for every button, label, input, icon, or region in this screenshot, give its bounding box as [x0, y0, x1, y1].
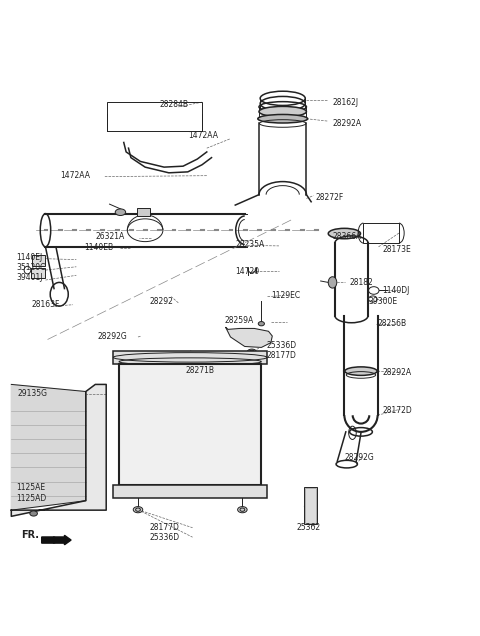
Text: 39300E: 39300E	[368, 297, 397, 306]
Text: 28173E: 28173E	[383, 245, 411, 254]
Text: 28292G: 28292G	[344, 453, 374, 462]
Ellipse shape	[238, 507, 247, 513]
Ellipse shape	[30, 511, 37, 516]
Text: 28259A: 28259A	[225, 316, 254, 325]
Text: 1472AA: 1472AA	[60, 171, 90, 180]
Text: 28366A: 28366A	[333, 232, 362, 241]
Text: 28177D: 28177D	[150, 523, 180, 532]
Polygon shape	[12, 384, 86, 510]
Bar	[113, 485, 267, 498]
Text: 28292A: 28292A	[333, 119, 361, 128]
Text: 28271B: 28271B	[185, 366, 215, 375]
Text: 14720: 14720	[235, 267, 259, 276]
Text: 29135G: 29135G	[17, 389, 47, 398]
Bar	[32, 256, 46, 266]
Bar	[304, 487, 317, 525]
Bar	[137, 209, 150, 216]
Text: 28235A: 28235A	[235, 240, 264, 249]
Bar	[305, 488, 316, 523]
Text: 28272F: 28272F	[316, 193, 344, 202]
Text: 28162J: 28162J	[333, 98, 359, 107]
Text: 28172D: 28172D	[383, 406, 412, 415]
Text: 25336D: 25336D	[266, 341, 296, 350]
Ellipse shape	[345, 367, 377, 375]
Text: 1140EJ: 1140EJ	[16, 252, 42, 262]
Text: 28292G: 28292G	[97, 331, 127, 340]
Text: 35120C: 35120C	[16, 263, 46, 272]
Ellipse shape	[247, 349, 257, 356]
Polygon shape	[12, 384, 106, 516]
Text: 1472AA: 1472AA	[188, 131, 218, 140]
Text: 25362: 25362	[297, 523, 321, 532]
Text: 28163F: 28163F	[31, 300, 60, 309]
Ellipse shape	[328, 228, 360, 238]
Text: 28182: 28182	[349, 278, 373, 287]
Ellipse shape	[328, 277, 337, 288]
Ellipse shape	[115, 209, 126, 216]
Bar	[119, 364, 261, 485]
Text: 1140DJ: 1140DJ	[383, 286, 410, 295]
Ellipse shape	[258, 322, 264, 326]
Bar	[113, 350, 267, 364]
Text: 25336D: 25336D	[150, 533, 180, 542]
Bar	[107, 102, 202, 130]
Text: 28177D: 28177D	[266, 350, 296, 359]
Bar	[363, 223, 399, 243]
Text: 28292: 28292	[150, 297, 174, 306]
Text: 1140EB: 1140EB	[84, 244, 113, 252]
Text: 28256B: 28256B	[378, 319, 407, 328]
Text: 1125AE: 1125AE	[16, 483, 45, 492]
Ellipse shape	[259, 106, 306, 117]
Ellipse shape	[133, 507, 143, 513]
Text: 39401J: 39401J	[16, 273, 43, 282]
Polygon shape	[226, 328, 272, 347]
Text: 26321A: 26321A	[96, 232, 124, 241]
FancyArrow shape	[42, 536, 71, 545]
Text: 1129EC: 1129EC	[271, 291, 300, 300]
Ellipse shape	[258, 114, 308, 123]
Text: 1125AD: 1125AD	[16, 494, 46, 503]
Bar	[31, 268, 46, 278]
Text: FR.: FR.	[21, 530, 39, 541]
Text: 28284B: 28284B	[159, 100, 188, 109]
Text: 28292A: 28292A	[383, 368, 411, 377]
